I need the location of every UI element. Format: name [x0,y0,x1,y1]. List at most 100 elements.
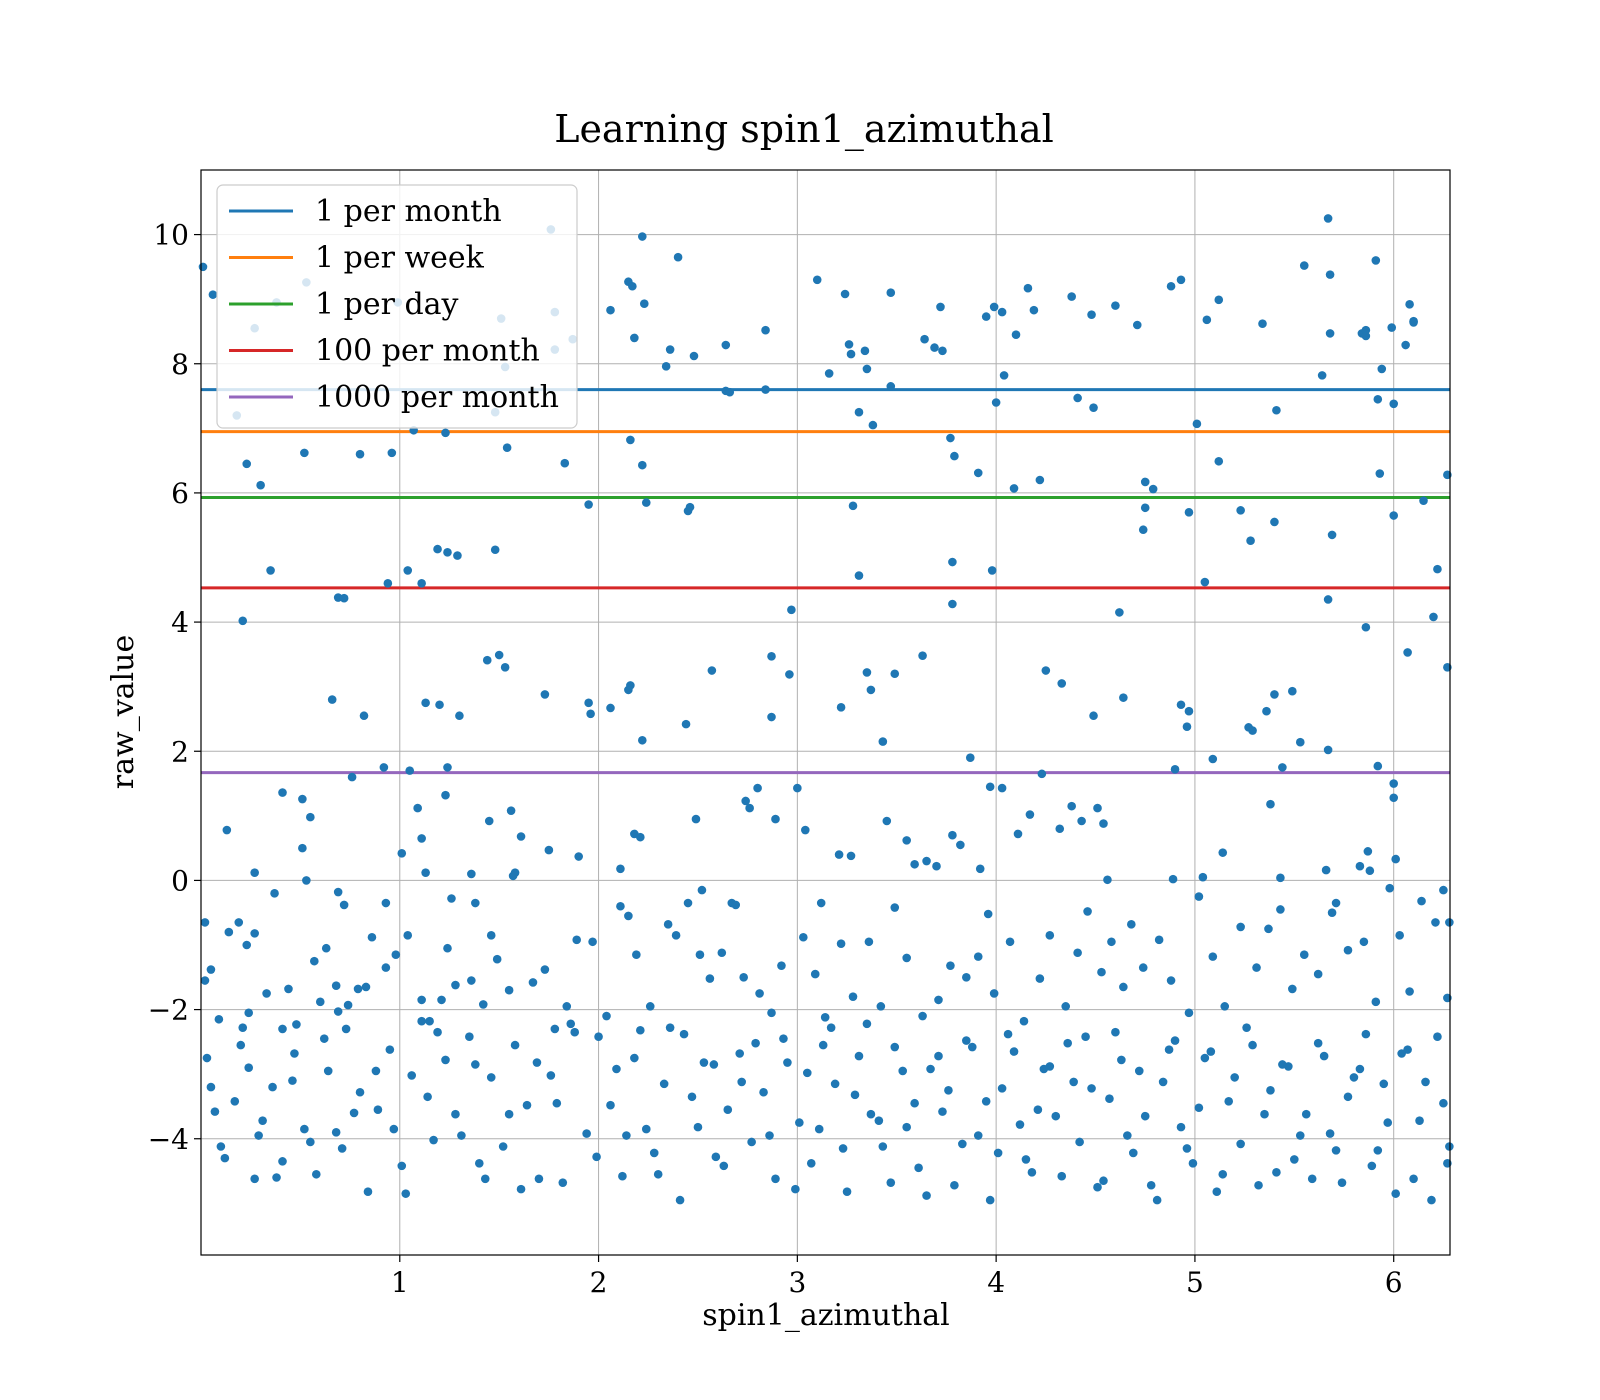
data-point [421,868,430,877]
data-point [451,980,460,990]
data-point [421,698,430,708]
data-point [407,1071,417,1080]
data-point [1288,686,1297,696]
data-point [1242,1023,1251,1032]
data-point [1087,1084,1096,1093]
data-point [1323,745,1333,755]
data-point [1433,1032,1442,1042]
data-point [343,1000,353,1010]
gridlines [201,170,1450,1255]
data-point [987,566,997,575]
data-point [284,984,293,994]
data-point [936,302,945,312]
data-point [1220,1002,1230,1011]
data-point [341,1024,351,1034]
data-point [922,1191,931,1200]
data-point [298,794,307,804]
data-point [920,334,929,344]
data-point [435,700,444,710]
data-point [983,909,993,919]
data-point [1373,1146,1383,1155]
data-point [745,803,754,813]
data-point [1081,1032,1090,1042]
data-point [932,861,941,871]
data-point [202,1053,212,1063]
data-point [347,772,357,782]
data-point [1323,595,1333,604]
data-point [997,1084,1007,1093]
data-point [339,900,349,910]
data-point [1166,281,1176,291]
data-point [1057,679,1067,688]
data-point [1089,711,1098,721]
data-point [413,803,422,813]
data-point [566,1019,576,1029]
data-point [588,937,597,947]
data-point [1192,419,1202,429]
y-tick-label: 10 [153,219,189,252]
data-point [1445,918,1454,927]
data-point [443,548,452,557]
data-point [922,856,931,866]
data-point [1119,693,1128,702]
data-point [484,816,494,826]
data-point [735,1049,745,1058]
x-tick-label: 1 [391,1266,409,1299]
data-point [1164,1045,1174,1054]
data-point [850,1090,860,1100]
data-point [1272,1168,1281,1177]
data-point [417,1016,426,1026]
data-point [626,435,635,445]
data-point [1099,819,1108,828]
data-point [630,1053,639,1063]
data-point [846,349,856,359]
data-point [349,1108,359,1118]
data-point [1184,1008,1194,1018]
data-point [814,1124,824,1134]
data-point [244,1008,254,1018]
data-point [1389,399,1399,409]
data-point [592,1152,601,1162]
data-point [1361,1029,1371,1039]
data-point [1087,310,1096,319]
data-point [989,989,999,998]
data-point [278,1157,287,1166]
data-point [1119,982,1128,992]
data-point [910,1098,919,1108]
data-point [1262,706,1271,716]
data-point [1182,722,1192,732]
data-point [331,981,341,990]
data-point [1212,1187,1222,1197]
data-point [683,898,693,908]
data-point [200,976,210,985]
data-point [1093,803,1102,813]
data-point [437,995,446,1005]
data-point [1313,1038,1323,1048]
data-point [1176,1122,1186,1132]
data-point [361,982,371,992]
data-point [673,252,683,262]
data-point [810,969,820,979]
data-point [574,852,583,861]
data-point [930,343,939,352]
data-point [1377,364,1387,374]
data-point [679,1029,689,1039]
data-point [550,1024,560,1034]
y-axis-label: raw_value [106,635,141,789]
data-point [779,1034,788,1043]
plot-frame [200,169,1451,1256]
data-point [1224,1096,1234,1106]
data-point [934,1051,943,1061]
data-point [353,984,363,994]
data-point [1323,214,1333,223]
data-point [441,790,450,800]
data-point [1331,898,1341,908]
data-point [777,961,786,970]
data-point [1097,967,1106,977]
data-point [214,1014,224,1024]
data-point [1264,924,1273,934]
data-point [1395,931,1404,940]
data-point [709,1060,719,1069]
legend-label: 1000 per month [315,380,559,415]
data-point [1439,1098,1448,1108]
